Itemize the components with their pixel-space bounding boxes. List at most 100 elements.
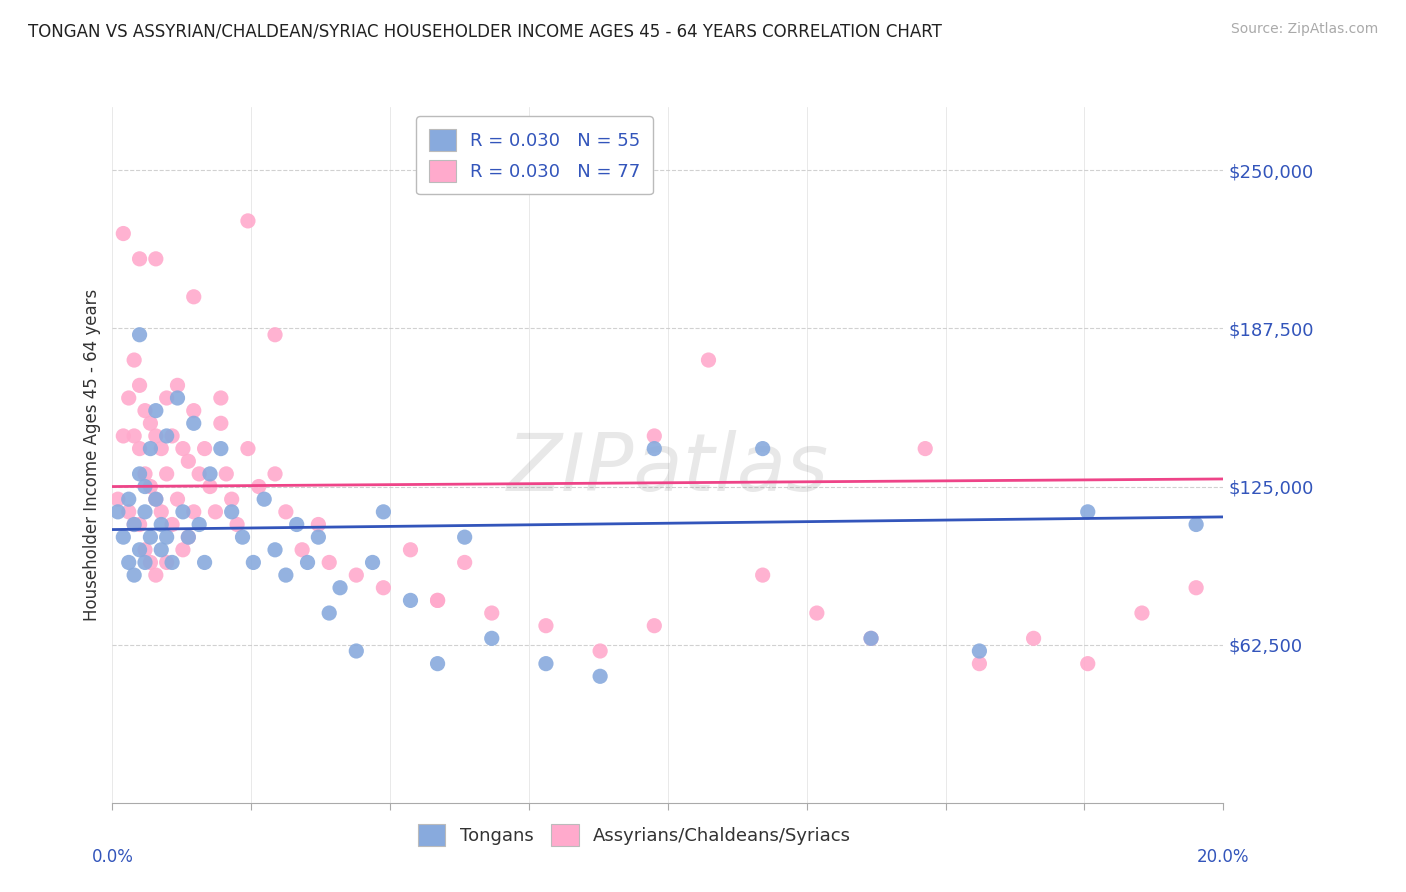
Point xyxy=(1130,606,1153,620)
Point xyxy=(247,479,270,493)
Point xyxy=(285,517,308,532)
Point xyxy=(128,442,150,456)
Point xyxy=(172,542,194,557)
Text: 0.0%: 0.0% xyxy=(91,848,134,866)
Point xyxy=(172,442,194,456)
Point xyxy=(188,467,211,481)
Point xyxy=(860,632,883,646)
Point xyxy=(128,378,150,392)
Point xyxy=(969,644,991,658)
Point xyxy=(969,657,991,671)
Point xyxy=(128,467,150,481)
Point xyxy=(274,568,297,582)
Text: 20.0%: 20.0% xyxy=(1197,848,1250,866)
Point xyxy=(183,290,205,304)
Point xyxy=(160,429,183,443)
Point xyxy=(134,467,156,481)
Point xyxy=(534,618,557,632)
Point xyxy=(139,442,162,456)
Point xyxy=(318,556,340,570)
Point xyxy=(426,657,449,671)
Point xyxy=(589,669,612,683)
Point xyxy=(643,442,665,456)
Point xyxy=(128,517,150,532)
Point xyxy=(128,252,150,266)
Point xyxy=(156,467,179,481)
Point xyxy=(481,606,503,620)
Point xyxy=(643,618,665,632)
Point xyxy=(122,429,145,443)
Point xyxy=(188,517,211,532)
Point xyxy=(264,327,287,342)
Point xyxy=(177,454,200,468)
Point xyxy=(231,530,253,544)
Point xyxy=(198,479,221,493)
Point xyxy=(166,391,188,405)
Point xyxy=(177,530,200,544)
Point xyxy=(1185,517,1208,532)
Point xyxy=(122,353,145,368)
Point xyxy=(751,568,773,582)
Point xyxy=(318,606,340,620)
Point xyxy=(264,542,287,557)
Point xyxy=(183,505,205,519)
Point xyxy=(112,429,135,443)
Point xyxy=(107,505,129,519)
Point xyxy=(134,479,156,493)
Point xyxy=(145,429,167,443)
Point xyxy=(209,391,232,405)
Point xyxy=(242,556,264,570)
Point xyxy=(139,479,162,493)
Point xyxy=(145,403,167,417)
Point xyxy=(373,581,395,595)
Point xyxy=(156,530,179,544)
Point xyxy=(209,442,232,456)
Point xyxy=(453,556,475,570)
Point xyxy=(128,327,150,342)
Point xyxy=(291,542,314,557)
Point xyxy=(860,632,883,646)
Point xyxy=(209,417,232,431)
Point xyxy=(150,542,173,557)
Point xyxy=(204,505,226,519)
Legend: Tongans, Assyrians/Chaldeans/Syriacs: Tongans, Assyrians/Chaldeans/Syriacs xyxy=(408,813,862,856)
Point xyxy=(373,505,395,519)
Point xyxy=(150,505,173,519)
Point xyxy=(156,429,179,443)
Point xyxy=(481,632,503,646)
Point xyxy=(107,492,129,507)
Point xyxy=(426,593,449,607)
Point xyxy=(806,606,828,620)
Point xyxy=(751,442,773,456)
Point xyxy=(183,403,205,417)
Point xyxy=(453,530,475,544)
Point xyxy=(643,429,665,443)
Point xyxy=(177,530,200,544)
Text: TONGAN VS ASSYRIAN/CHALDEAN/SYRIAC HOUSEHOLDER INCOME AGES 45 - 64 YEARS CORRELA: TONGAN VS ASSYRIAN/CHALDEAN/SYRIAC HOUSE… xyxy=(28,22,942,40)
Point xyxy=(183,417,205,431)
Point xyxy=(150,442,173,456)
Point xyxy=(198,467,221,481)
Point xyxy=(166,492,188,507)
Point xyxy=(221,505,243,519)
Y-axis label: Householder Income Ages 45 - 64 years: Householder Income Ages 45 - 64 years xyxy=(83,289,101,621)
Point xyxy=(118,505,141,519)
Point xyxy=(274,505,297,519)
Point xyxy=(118,556,141,570)
Point xyxy=(122,517,145,532)
Point xyxy=(145,492,167,507)
Point xyxy=(160,517,183,532)
Point xyxy=(307,530,329,544)
Point xyxy=(1077,657,1099,671)
Point xyxy=(194,442,217,456)
Point xyxy=(112,227,135,241)
Text: Source: ZipAtlas.com: Source: ZipAtlas.com xyxy=(1230,22,1378,37)
Point xyxy=(194,556,217,570)
Point xyxy=(1077,505,1099,519)
Point xyxy=(145,568,167,582)
Point xyxy=(399,542,422,557)
Point xyxy=(122,517,145,532)
Point xyxy=(145,252,167,266)
Point xyxy=(1185,581,1208,595)
Point xyxy=(145,492,167,507)
